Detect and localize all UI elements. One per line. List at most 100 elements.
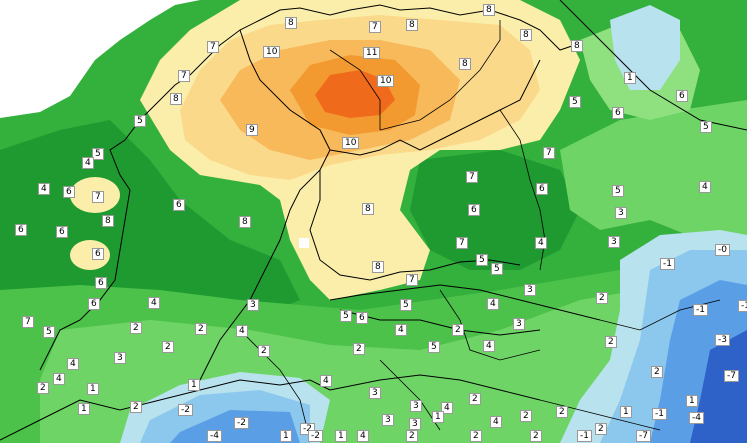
value-label: 5 (340, 310, 352, 322)
value-label: -1 (652, 408, 667, 420)
value-label: 3 (524, 284, 536, 296)
value-label: 7 (406, 274, 418, 286)
value-label: 1 (624, 72, 636, 84)
value-label: 3 (382, 414, 394, 426)
value-label: 4 (535, 237, 547, 249)
value-label: 2 (406, 430, 418, 442)
value-label: -2 (308, 430, 323, 442)
value-label: 2 (595, 423, 607, 435)
value-label: 4 (320, 375, 332, 387)
value-label: 6 (88, 298, 100, 310)
value-label: 2 (130, 401, 142, 413)
value-label: 10 (377, 75, 395, 87)
field-green-dark-west (0, 120, 300, 330)
value-label: 6 (15, 224, 27, 236)
value-label: 6 (95, 277, 107, 289)
value-label: 2 (605, 336, 617, 348)
value-label: 5 (476, 254, 488, 266)
value-label: 5 (612, 185, 624, 197)
value-label: 3 (247, 299, 259, 311)
value-label: 8 (571, 40, 583, 52)
value-label: 3 (608, 236, 620, 248)
value-label: 6 (468, 204, 480, 216)
value-label: 4 (699, 181, 711, 193)
value-label: 2 (556, 406, 568, 418)
value-label: 2 (162, 341, 174, 353)
field-yellow-blob-south (70, 240, 110, 270)
value-label: 8 (459, 58, 471, 70)
value-label: 10 (342, 137, 360, 149)
value-label: 7 (456, 237, 468, 249)
value-label: 5 (491, 263, 503, 275)
value-label: -7 (724, 370, 739, 382)
value-label: 4 (483, 340, 495, 352)
value-label: 6 (676, 90, 688, 102)
value-label: 7 (543, 147, 555, 159)
value-label: 1 (686, 395, 698, 407)
value-label: 8 (239, 216, 251, 228)
field-blue-dark-se (690, 330, 747, 443)
value-label: 6 (356, 312, 368, 324)
value-label: 6 (612, 107, 624, 119)
value-label: 7 (369, 21, 381, 33)
value-label: 8 (520, 29, 532, 41)
value-label: 4 (441, 402, 453, 414)
value-label: 2 (520, 410, 532, 422)
value-label: 7 (22, 316, 34, 328)
value-label: 5 (700, 121, 712, 133)
value-label: -1 (660, 258, 675, 270)
value-label: 5 (428, 341, 440, 353)
value-label: 5 (569, 96, 581, 108)
value-label: 5 (92, 148, 104, 160)
value-label: 4 (38, 183, 50, 195)
field-orange-dark (315, 70, 395, 118)
value-label: 4 (395, 324, 407, 336)
value-label: -4 (207, 430, 222, 442)
value-label: 3 (369, 387, 381, 399)
value-label: 4 (357, 430, 369, 442)
value-label: 5 (43, 326, 55, 338)
value-label: 5 (134, 115, 146, 127)
value-label: 2 (596, 292, 608, 304)
field-green-pale-east (560, 100, 747, 260)
value-label: 2 (470, 430, 482, 442)
value-label: 3 (114, 352, 126, 364)
value-label: 4 (53, 373, 65, 385)
value-label: 8 (170, 93, 182, 105)
value-label: 11 (363, 47, 381, 59)
value-label: 6 (173, 199, 185, 211)
value-label: -2 (234, 417, 249, 429)
value-label: 3 (410, 400, 422, 412)
value-label: 2 (258, 345, 270, 357)
value-label: 2 (530, 430, 542, 442)
value-label: 6 (536, 183, 548, 195)
value-label: 8 (102, 215, 114, 227)
value-label: 8 (285, 17, 297, 29)
value-label: 1 (280, 430, 292, 442)
value-label: 4 (487, 298, 499, 310)
value-label: 6 (56, 226, 68, 238)
value-label: 6 (63, 186, 75, 198)
value-label: -2 (178, 404, 193, 416)
value-label: 2 (130, 322, 142, 334)
value-label: 8 (406, 19, 418, 31)
value-label: 2 (651, 366, 663, 378)
value-label: 2 (452, 324, 464, 336)
value-label: 4 (236, 325, 248, 337)
value-label: -1 (738, 300, 747, 312)
value-label: 8 (372, 261, 384, 273)
value-label: 8 (362, 203, 374, 215)
value-label: 6 (92, 248, 104, 260)
value-label: -1 (577, 430, 592, 442)
value-label: 2 (469, 393, 481, 405)
value-label: 3 (615, 207, 627, 219)
value-label: 1 (188, 379, 200, 391)
value-label: -7 (636, 430, 651, 442)
value-label: 5 (400, 299, 412, 311)
value-label: 1 (335, 430, 347, 442)
missing-data-cell (299, 238, 309, 248)
value-label: -1 (693, 304, 708, 316)
value-label: 2 (195, 323, 207, 335)
